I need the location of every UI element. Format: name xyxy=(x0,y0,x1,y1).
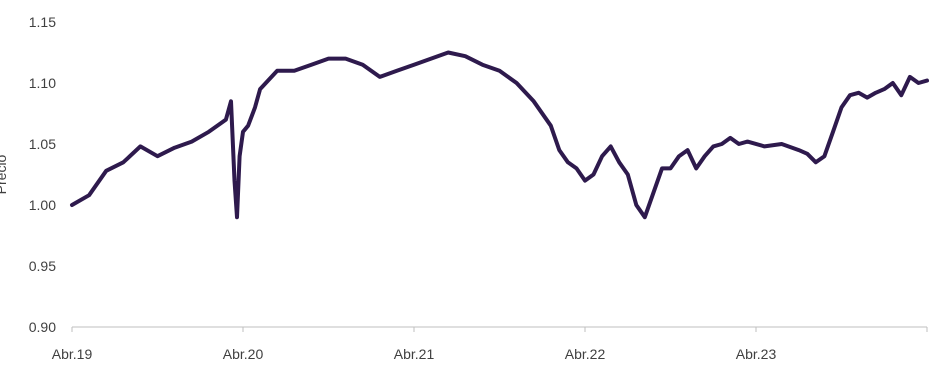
y-tick-label: 1.15 xyxy=(29,14,56,30)
x-tick-label: Abr.20 xyxy=(223,346,264,362)
x-tick-label: Abr.19 xyxy=(52,346,93,362)
x-tick-label: Abr.21 xyxy=(394,346,435,362)
x-axis-ticks: Abr.19 Abr.20 Abr.21 Abr.22 Abr.23 xyxy=(52,327,928,362)
x-tick-label: Abr.22 xyxy=(565,346,606,362)
y-tick-label: 0.95 xyxy=(29,258,56,274)
y-tick-label: 0.90 xyxy=(29,319,56,335)
x-tick-label: Abr.23 xyxy=(736,346,777,362)
y-axis-ticks: 0.90 0.95 1.00 1.05 1.10 1.15 xyxy=(29,14,56,335)
price-series-line xyxy=(70,50,929,220)
y-axis-title: Precio xyxy=(0,154,9,194)
y-tick-label: 1.00 xyxy=(29,197,56,213)
y-axis-title-group: Precio xyxy=(0,154,9,194)
y-tick-label: 1.05 xyxy=(29,136,56,152)
y-tick-label: 1.10 xyxy=(29,75,56,91)
